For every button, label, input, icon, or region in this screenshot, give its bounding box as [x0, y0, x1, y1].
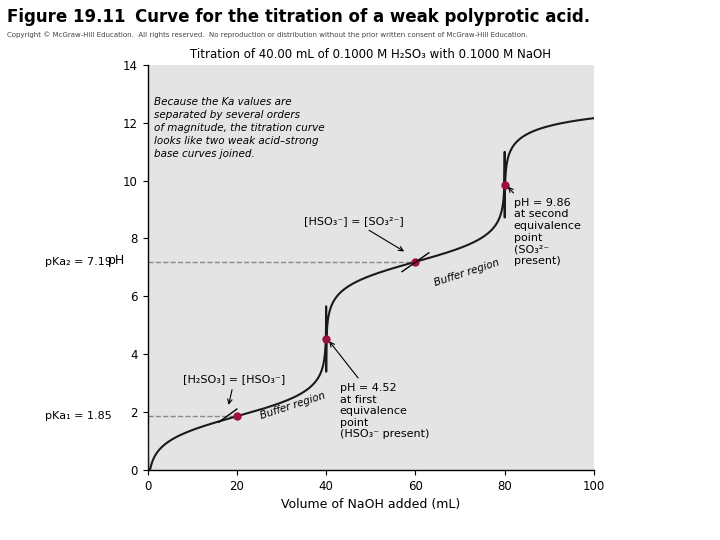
Text: Curve for the titration of a weak polyprotic acid.: Curve for the titration of a weak polypr…: [112, 8, 590, 26]
Y-axis label: pH: pH: [108, 254, 125, 267]
Text: Buffer region: Buffer region: [259, 390, 327, 421]
Text: Buffer region: Buffer region: [433, 257, 501, 287]
Text: pH = 9.86
at second
equivalence
point
(SO₃²⁻
present): pH = 9.86 at second equivalence point (S…: [509, 187, 582, 266]
Text: pΚa₂ = 7.19: pΚa₂ = 7.19: [45, 257, 112, 267]
Text: Because the Ka values are
separated by several orders
of magnitude, the titratio: Because the Ka values are separated by s…: [154, 97, 325, 159]
Text: pH = 4.52
at first
equivalence
point
(HSO₃⁻ present): pH = 4.52 at first equivalence point (HS…: [330, 342, 429, 440]
Title: Titration of 40.00 mL of 0.1000 Μ H₂SO₃ with 0.1000 Μ NaOH: Titration of 40.00 mL of 0.1000 Μ H₂SO₃ …: [190, 48, 552, 61]
Text: Figure 19.11: Figure 19.11: [7, 8, 126, 26]
Text: pΚa₁ = 1.85: pΚa₁ = 1.85: [45, 411, 112, 421]
Text: Copyright © McGraw-Hill Education.  All rights reserved.  No reproduction or dis: Copyright © McGraw-Hill Education. All r…: [7, 31, 528, 38]
Text: 19-46: 19-46: [14, 487, 63, 502]
X-axis label: Volume of NaOH added (mL): Volume of NaOH added (mL): [282, 498, 460, 511]
Text: [H₂SO₃] = [HSO₃⁻]: [H₂SO₃] = [HSO₃⁻]: [184, 374, 286, 404]
Text: [HSO₃⁻] = [SO₃²⁻]: [HSO₃⁻] = [SO₃²⁻]: [304, 216, 404, 251]
